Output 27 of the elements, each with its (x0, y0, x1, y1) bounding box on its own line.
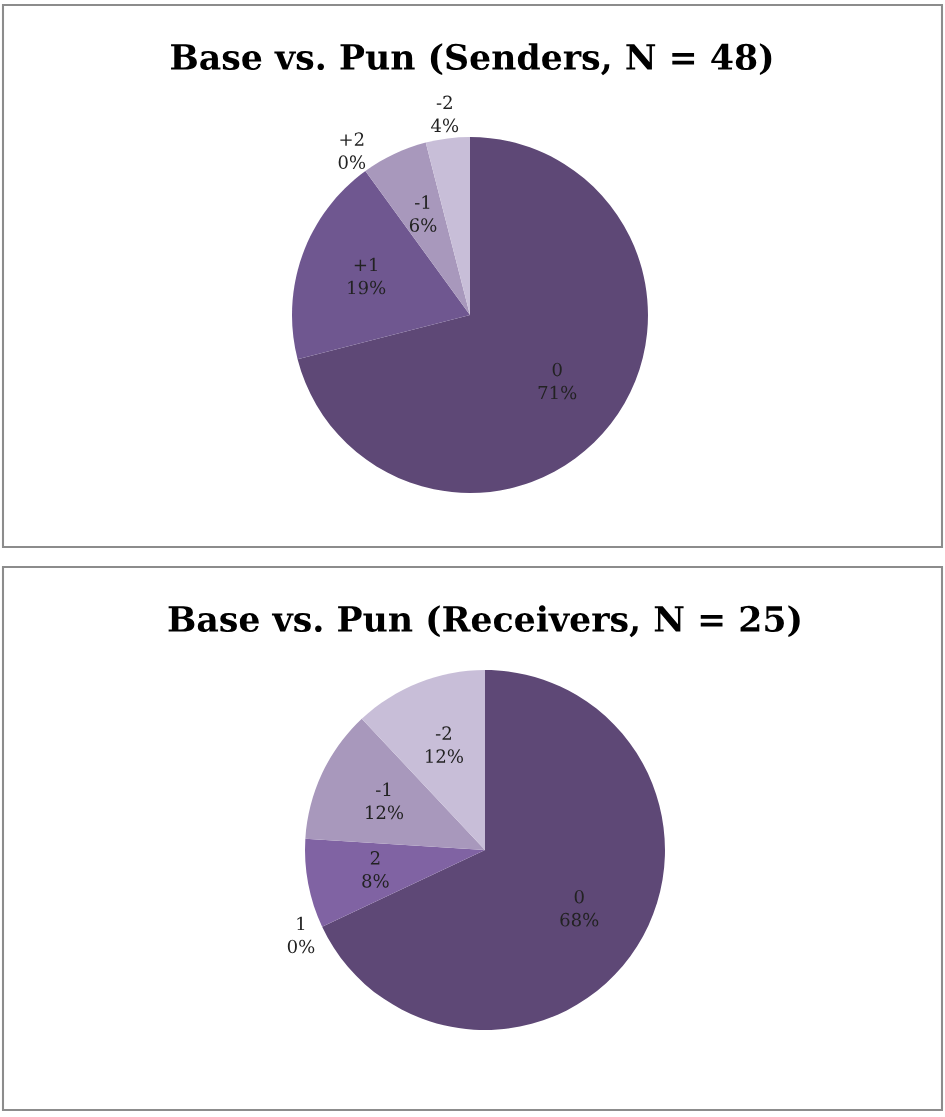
pie-slice (361, 670, 485, 850)
slice-label: -1 (415, 195, 430, 209)
text: 0% (338, 155, 366, 169)
category-label: +2 (340, 132, 364, 146)
pie-slice (305, 718, 485, 850)
chart-title: Base vs. Pun (Senders, N = 48) (171, 43, 772, 76)
pie-slice (292, 171, 470, 360)
pie-slice (322, 670, 665, 1030)
data-label: 19% (348, 280, 386, 295)
slice-label: -2 (435, 726, 451, 740)
data-label: 12% (366, 805, 404, 820)
pie-slice (305, 838, 485, 927)
chart-title: Base vs. Pun (Receivers, N = 25) (168, 605, 800, 638)
text: 0% (287, 939, 315, 954)
slice-label: 0 (574, 889, 584, 904)
slice-label: 2 (370, 851, 380, 865)
slice-label: 0 (552, 362, 562, 377)
data-label: 68% (560, 912, 599, 927)
slice-label: -1 (376, 782, 391, 796)
data-label: 12% (426, 749, 463, 763)
category-label: 1 (297, 916, 305, 931)
data-label: 71% (538, 385, 577, 400)
data-label: 6% (409, 218, 437, 232)
data-label: 8% (362, 873, 389, 888)
slice-label: +1 (354, 257, 377, 272)
slice-label: -2 (436, 95, 452, 109)
data-label: 4% (431, 118, 459, 133)
